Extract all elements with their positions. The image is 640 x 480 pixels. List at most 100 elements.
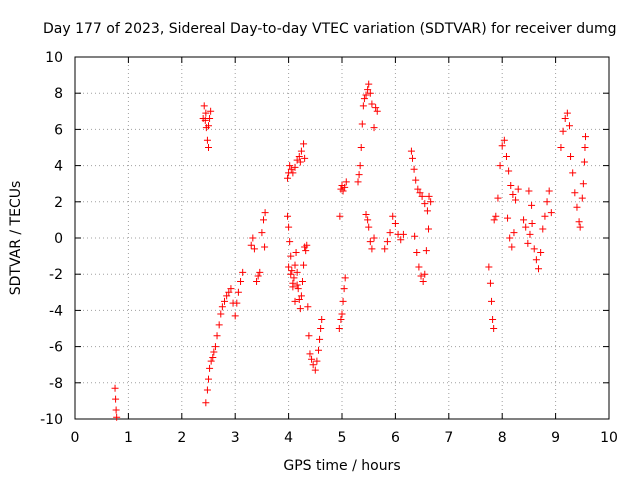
data-point (340, 285, 348, 293)
data-point (397, 236, 405, 244)
data-point (504, 214, 512, 222)
data-point (537, 248, 545, 256)
data-point (386, 229, 394, 237)
data-point (508, 243, 516, 251)
data-point (205, 144, 212, 151)
data-point (364, 86, 372, 94)
data-point (300, 140, 308, 148)
data-point (293, 156, 301, 164)
data-point (573, 203, 581, 211)
data-point (372, 104, 380, 112)
data-point (490, 216, 498, 224)
data-point (309, 361, 317, 369)
data-point (576, 223, 584, 231)
plot-frame (74, 56, 610, 420)
data-point (421, 270, 429, 278)
data-point (206, 115, 214, 123)
data-point (256, 268, 264, 276)
data-point (539, 225, 547, 233)
data-point (366, 89, 374, 97)
data-point (578, 194, 586, 202)
data-point (509, 191, 517, 199)
grid-lines (75, 57, 609, 419)
data-point (221, 297, 229, 305)
data-point (415, 263, 423, 271)
data-point (407, 147, 415, 155)
data-point (408, 154, 416, 162)
data-point (486, 279, 494, 287)
y-tick-label: 8 (54, 86, 63, 102)
data-point (530, 245, 538, 253)
data-point (296, 305, 304, 313)
data-point (215, 321, 223, 329)
data-point (112, 395, 120, 403)
y-tick-label: 10 (45, 50, 63, 66)
data-point (233, 299, 241, 307)
data-point (535, 265, 543, 273)
data-point (211, 343, 219, 351)
data-point (258, 229, 266, 237)
data-point (365, 223, 373, 231)
data-point (559, 127, 567, 135)
data-point (410, 165, 418, 173)
data-point (427, 198, 435, 206)
data-point (500, 136, 508, 144)
x-tick-label: 9 (551, 430, 560, 446)
data-point (289, 283, 297, 291)
y-tick-label: 4 (54, 159, 63, 175)
data-point (113, 413, 121, 421)
data-point (359, 102, 367, 110)
data-point (298, 277, 306, 285)
data-point (399, 230, 407, 238)
data-point (284, 212, 292, 220)
data-point (412, 176, 420, 184)
data-point (260, 216, 268, 224)
data-point (202, 109, 210, 117)
data-point (339, 187, 347, 195)
data-point (297, 147, 305, 155)
data-point (364, 216, 372, 224)
x-tick-label: 8 (498, 430, 507, 446)
data-point (524, 239, 532, 247)
chart-title: Day 177 of 2023, Sidereal Day-to-day VTE… (43, 21, 617, 37)
data-point (488, 297, 496, 305)
y-tick-label: -10 (40, 412, 63, 428)
x-tick-label: 7 (444, 430, 453, 446)
data-point (490, 325, 498, 332)
data-point (419, 277, 427, 285)
y-tick-label: 2 (54, 195, 63, 211)
data-point (200, 102, 208, 110)
data-point (543, 198, 551, 206)
data-point (315, 346, 323, 354)
data-point (306, 350, 314, 358)
data-point (368, 245, 376, 253)
data-point (506, 234, 514, 242)
data-point (234, 288, 242, 296)
y-tick-label: -2 (49, 267, 63, 283)
data-point (341, 274, 349, 282)
data-point (237, 277, 245, 285)
data-point (287, 165, 295, 173)
data-point (389, 212, 397, 220)
data-point (300, 261, 308, 269)
data-point (250, 245, 258, 253)
data-point (291, 163, 299, 171)
data-point (522, 223, 530, 231)
data-point (368, 100, 376, 108)
data-point (342, 178, 350, 186)
data-point (111, 384, 119, 392)
data-point (311, 366, 319, 374)
data-point (253, 277, 261, 285)
data-point (528, 220, 536, 228)
data-point (366, 238, 374, 246)
data-point (502, 153, 510, 161)
data-point (205, 122, 212, 130)
data-point (287, 252, 295, 260)
data-point (297, 292, 305, 300)
data-point (580, 158, 588, 166)
data-point (218, 303, 226, 311)
data-point (239, 268, 247, 276)
data-point (289, 169, 297, 177)
data-point (425, 225, 433, 233)
data-point (335, 325, 343, 332)
